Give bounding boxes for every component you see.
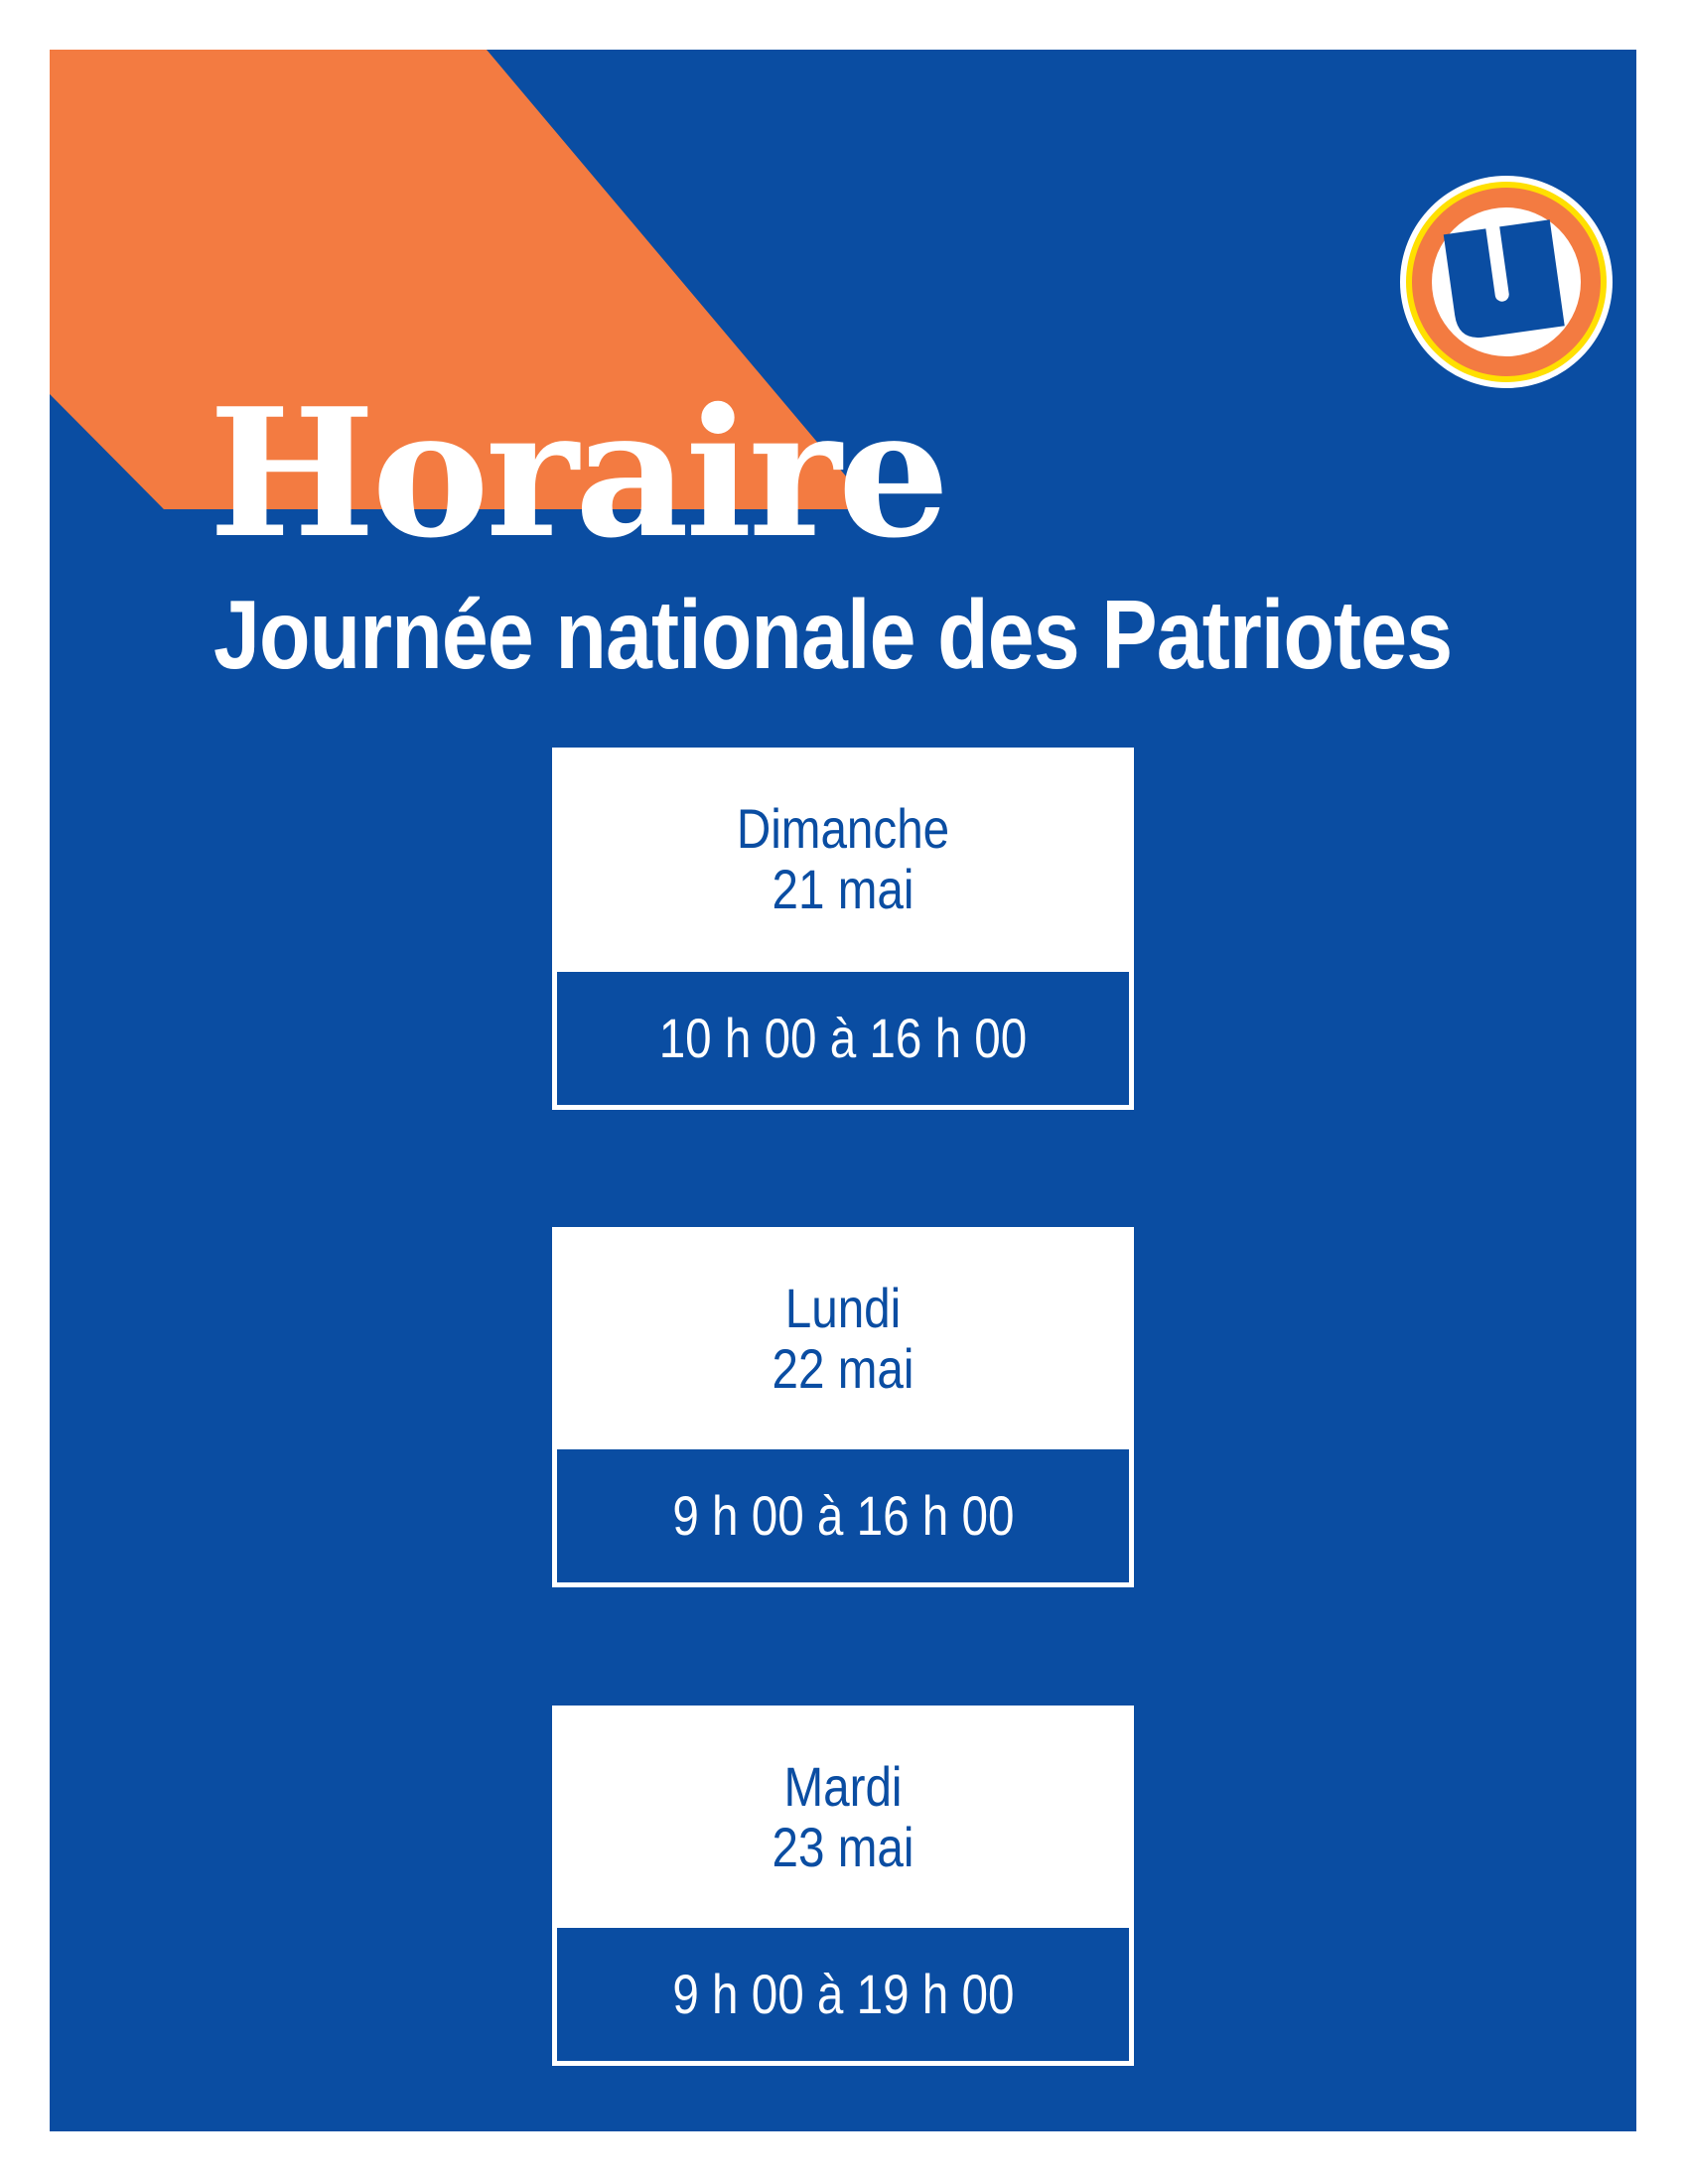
schedule-hours: 9 h 00 à 16 h 00 xyxy=(557,1449,1129,1582)
hours-text: 9 h 00 à 16 h 00 xyxy=(671,1484,1015,1547)
schedule-day: Lundi 22 mai xyxy=(552,1278,1134,1399)
hours-text: 9 h 00 à 19 h 00 xyxy=(671,1963,1015,2025)
schedule-card-sunday: Dimanche 21 mai 10 h 00 à 16 h 00 xyxy=(552,748,1134,1110)
page-subtitle: Journée nationale des Patriotes xyxy=(213,580,1453,689)
day-date: 21 mai xyxy=(772,858,914,920)
day-name: Mardi xyxy=(783,1755,903,1818)
orange-diagonal-stripe xyxy=(50,50,874,509)
day-name: Lundi xyxy=(784,1277,902,1339)
schedule-hours: 9 h 00 à 19 h 00 xyxy=(557,1928,1129,2061)
schedule-day: Mardi 23 mai xyxy=(552,1756,1134,1877)
day-date: 23 mai xyxy=(772,1816,914,1878)
schedule-card-monday: Lundi 22 mai 9 h 00 à 16 h 00 xyxy=(552,1227,1134,1587)
schedule-card-tuesday: Mardi 23 mai 9 h 00 à 19 h 00 xyxy=(552,1706,1134,2066)
schedule-day: Dimanche 21 mai xyxy=(552,798,1134,919)
day-date: 22 mai xyxy=(772,1337,914,1400)
logo-u-icon xyxy=(1400,176,1613,388)
day-name: Dimanche xyxy=(736,797,950,860)
schedule-hours: 10 h 00 à 16 h 00 xyxy=(557,972,1129,1105)
hours-text: 10 h 00 à 16 h 00 xyxy=(658,1007,1028,1069)
page-title: Horaire xyxy=(209,369,950,577)
